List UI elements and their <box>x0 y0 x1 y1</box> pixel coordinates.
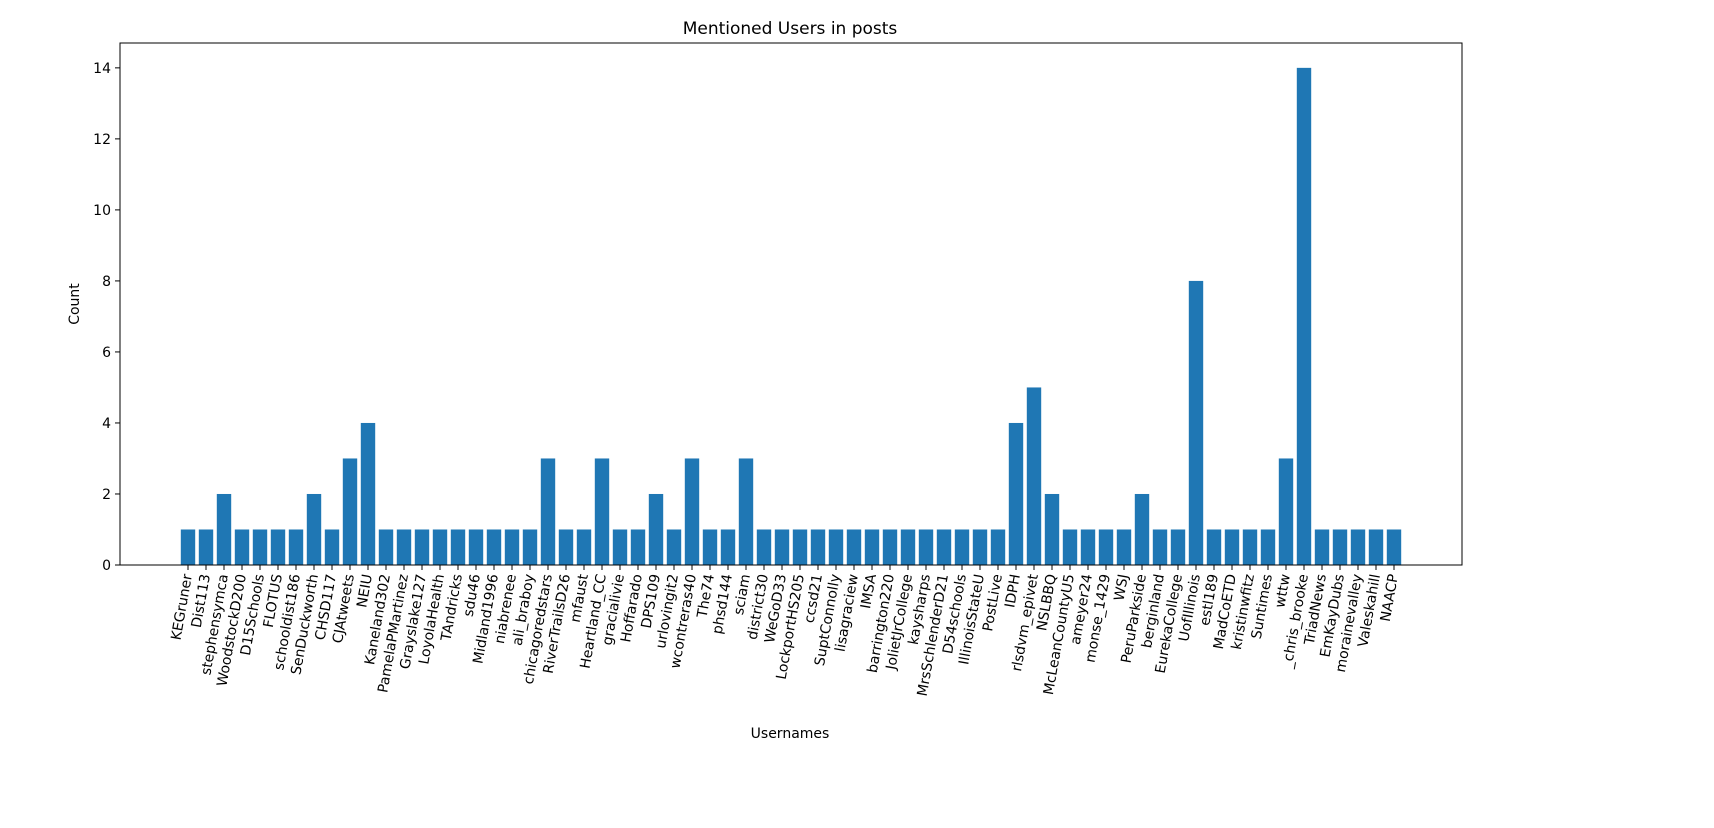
x-tick-label: The74 <box>694 573 718 620</box>
y-tick-label: 14 <box>93 61 111 77</box>
bar <box>342 458 358 565</box>
y-tick-label: 12 <box>93 132 111 148</box>
bar <box>1314 529 1330 565</box>
bar <box>792 529 808 565</box>
bar <box>1332 529 1348 565</box>
bar <box>1260 529 1276 565</box>
bar <box>1224 529 1240 565</box>
bar <box>1188 280 1204 565</box>
bar <box>1008 422 1024 565</box>
y-tick-label: 2 <box>102 487 111 503</box>
chart-title: Mentioned Users in posts <box>683 19 898 39</box>
bar <box>900 529 916 565</box>
bar <box>540 458 556 565</box>
bar <box>180 529 196 565</box>
bar <box>414 529 430 565</box>
bar <box>846 529 862 565</box>
bar <box>1206 529 1222 565</box>
bar <box>972 529 988 565</box>
bar <box>360 422 376 565</box>
x-tick-label: sdu46 <box>461 573 484 618</box>
bar <box>594 458 610 565</box>
bar <box>666 529 682 565</box>
bar <box>1062 529 1078 565</box>
bar <box>1296 67 1312 565</box>
x-tick-label: sciam <box>731 573 754 616</box>
bar <box>738 458 754 565</box>
bar <box>396 529 412 565</box>
bar <box>1386 529 1402 565</box>
bar <box>324 529 340 565</box>
x-axis-label: Usernames <box>751 726 830 742</box>
y-tick-label: 6 <box>102 345 111 361</box>
bar <box>918 529 934 565</box>
bar <box>1026 387 1042 565</box>
x-tick-label: IMSA <box>858 573 880 611</box>
x-tick-label: IDPH <box>1002 573 1024 609</box>
y-axis-label: Count <box>67 283 83 325</box>
x-tick-label: WSJ <box>1112 573 1132 602</box>
bar <box>720 529 736 565</box>
bar <box>504 529 520 565</box>
bar <box>936 529 952 565</box>
bar <box>198 529 214 565</box>
bar <box>1116 529 1132 565</box>
bar <box>1242 529 1258 565</box>
bar <box>216 493 232 565</box>
bar <box>450 529 466 565</box>
bar <box>468 529 484 565</box>
bar <box>1350 529 1366 565</box>
bar <box>648 493 664 565</box>
bar <box>1170 529 1186 565</box>
bar <box>1044 493 1060 565</box>
bar <box>1278 458 1294 565</box>
y-tick-label: 10 <box>93 203 111 219</box>
bar <box>432 529 448 565</box>
bar <box>288 529 304 565</box>
x-tick-label: NEIU <box>354 573 376 609</box>
bar <box>828 529 844 565</box>
bar <box>810 529 826 565</box>
y-tick-label: 8 <box>102 274 111 290</box>
bar <box>486 529 502 565</box>
bar <box>576 529 592 565</box>
bar <box>270 529 286 565</box>
bar <box>1134 493 1150 565</box>
bar <box>882 529 898 565</box>
bar <box>252 529 268 565</box>
bar <box>522 529 538 565</box>
bar <box>774 529 790 565</box>
bar <box>702 529 718 565</box>
bar <box>684 458 700 565</box>
plot-frame <box>119 42 1463 566</box>
bar <box>1368 529 1384 565</box>
bar <box>756 529 772 565</box>
bar <box>612 529 628 565</box>
y-tick-label: 4 <box>102 416 111 432</box>
bar <box>630 529 646 565</box>
bar <box>234 529 250 565</box>
bar <box>1098 529 1114 565</box>
x-tick-label: wttw <box>1272 573 1294 609</box>
bar <box>558 529 574 565</box>
bar <box>378 529 394 565</box>
bar <box>1080 529 1096 565</box>
y-tick-label: 0 <box>102 558 111 574</box>
bar <box>864 529 880 565</box>
bar <box>306 493 322 565</box>
bar <box>954 529 970 565</box>
bar <box>1152 529 1168 565</box>
bar <box>990 529 1006 565</box>
